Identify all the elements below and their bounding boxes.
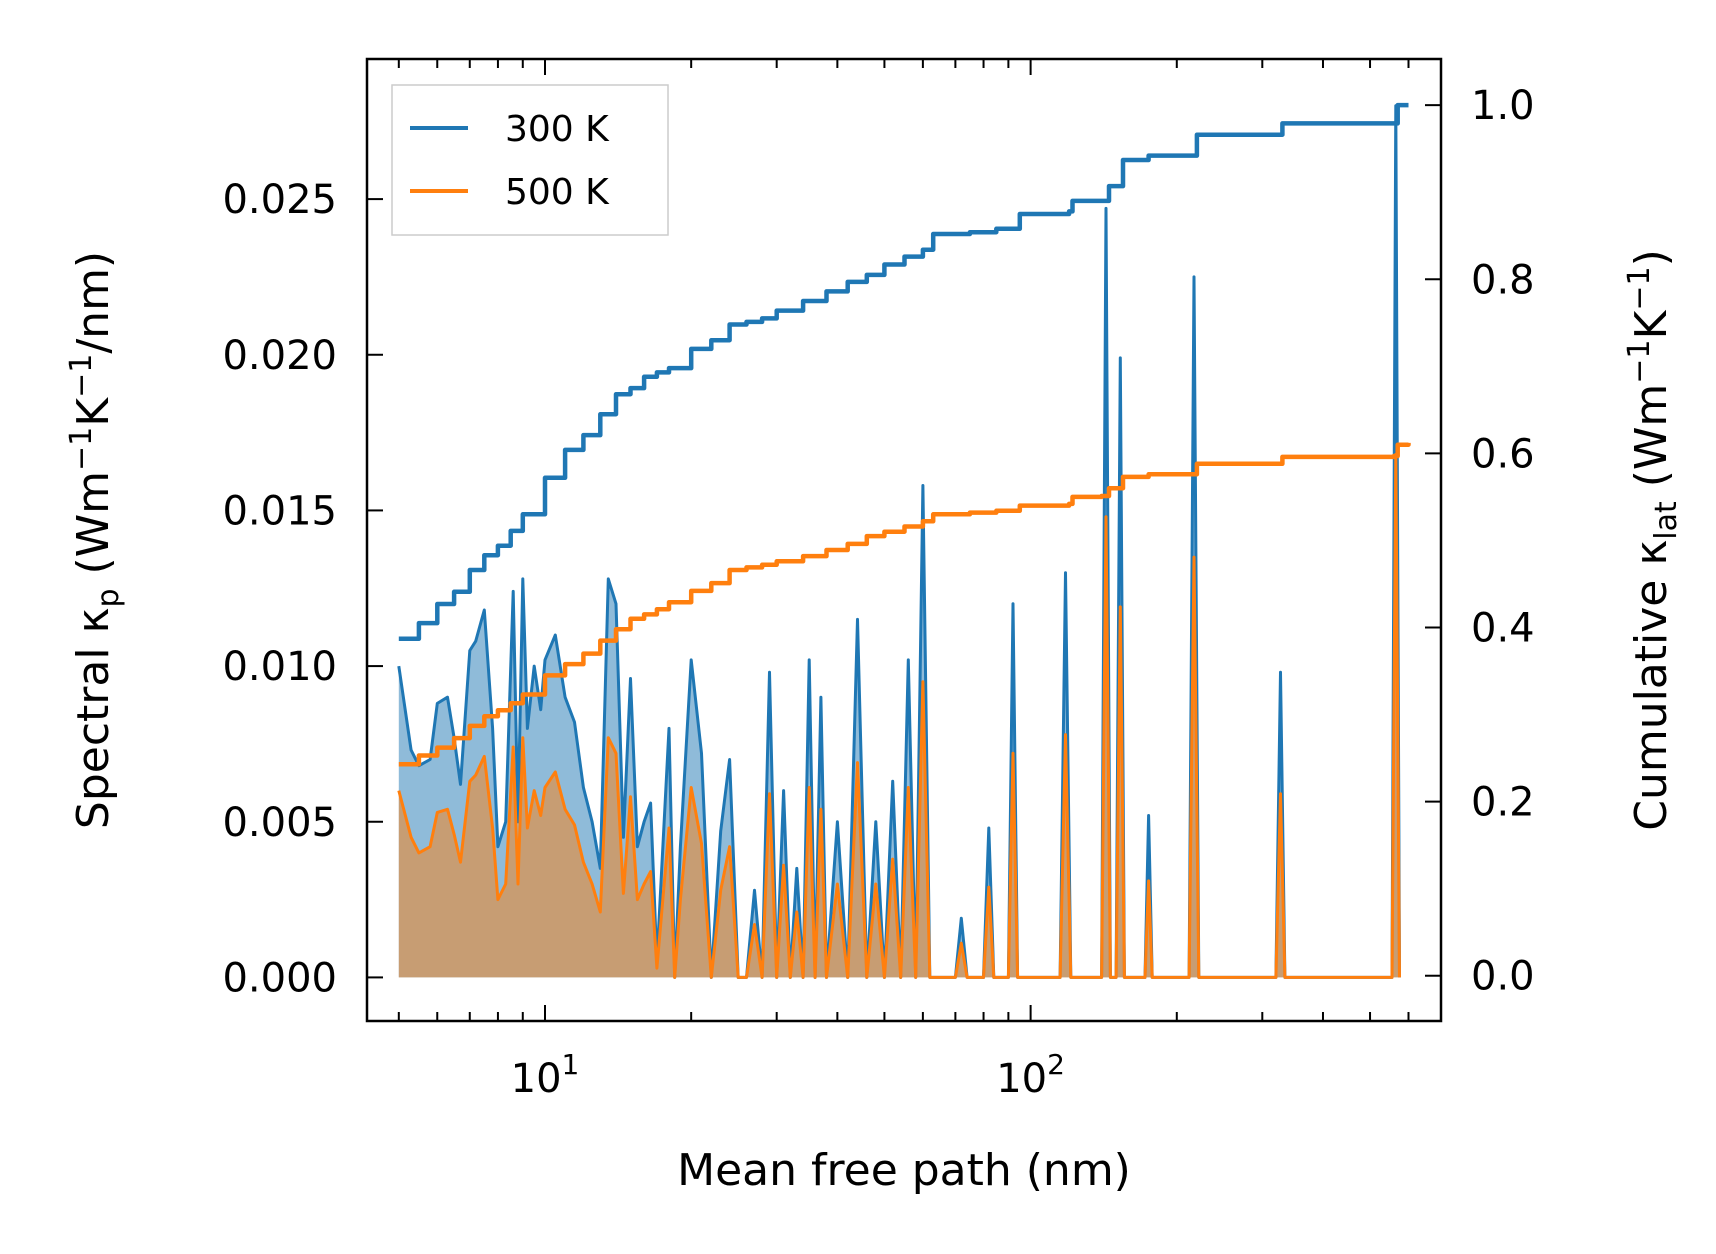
spectral-fill-500k [398,454,1400,978]
axes-layer: 101 1020.0000.0050.0100.0150.0200.0250.00… [222,57,1535,1102]
y-right-title-units-close: ) [1626,249,1677,266]
y-right-title-subscript: lat [1649,501,1684,540]
legend-label-300k: 300 K [505,109,610,150]
y-left-tick-label: 0.020 [222,333,337,379]
y-right-title-exp1: −1 [1622,339,1657,383]
y-right-title-exp2: −1 [1622,266,1657,310]
y-right-title-units-open: (Wm [1626,384,1677,502]
legend-label-500k: 500 K [505,172,610,213]
x-tick-label: 102 [996,1048,1065,1102]
cumulative-series-layer [398,102,1411,767]
y-right-tick-label: 0.4 [1471,605,1535,651]
y-right-title-base: Cumulative κ [1626,540,1677,831]
y-left-tick-label: 0.015 [222,488,337,534]
y-right-axis-title: Cumulative κlat (Wm−1K−1) [1622,249,1684,831]
y-left-tick-label: 0.010 [222,644,337,690]
plot-frame [365,57,1443,1023]
y-left-title-exp1: −1 [64,427,99,471]
x-tick-label-base: 10 [511,1056,562,1102]
x-tick-label-exponent: 1 [562,1048,580,1081]
y-left-title-mid: K [68,397,119,427]
spectral-line-300k [397,104,1401,979]
x-tick-label: 101 [511,1048,580,1102]
y-right-tick-label: 0.2 [1471,780,1535,826]
y-left-tick-label: 0.005 [222,800,337,846]
y-left-title-exp2: −1 [64,354,99,398]
spectral-line-500k [397,452,1401,979]
y-left-title-units-close: /nm) [68,251,119,354]
x-tick-label-exponent: 2 [1047,1048,1065,1081]
y-right-title-mid: K [1626,309,1677,339]
y-right-tick-label: 0.6 [1471,431,1535,477]
y-left-axis-title: Spectral κp (Wm−1K−1/nm) [64,251,126,829]
y-left-title-units-open: (Wm [68,471,119,589]
x-tick-label-base: 10 [996,1056,1047,1102]
y-left-tick-label: 0.025 [222,177,337,223]
y-right-tick-label: 0.0 [1471,954,1535,1000]
spectral-series-layer [397,104,1401,979]
y-left-tick-label: 0.000 [222,955,337,1001]
legend: 300 K 500 K [391,84,669,236]
x-axis-title: Mean free path (nm) [677,1145,1131,1196]
y-right-tick-label: 0.8 [1471,257,1535,303]
cumulative-line-300k [398,102,1409,642]
y-left-title-subscript: p [91,588,126,607]
spectral-fill-300k [398,105,1400,978]
y-right-tick-label: 1.0 [1471,83,1535,129]
legend-frame [391,84,669,236]
y-left-title-base: Spectral κ [68,608,119,830]
cumulative-line-500k [398,442,1411,767]
